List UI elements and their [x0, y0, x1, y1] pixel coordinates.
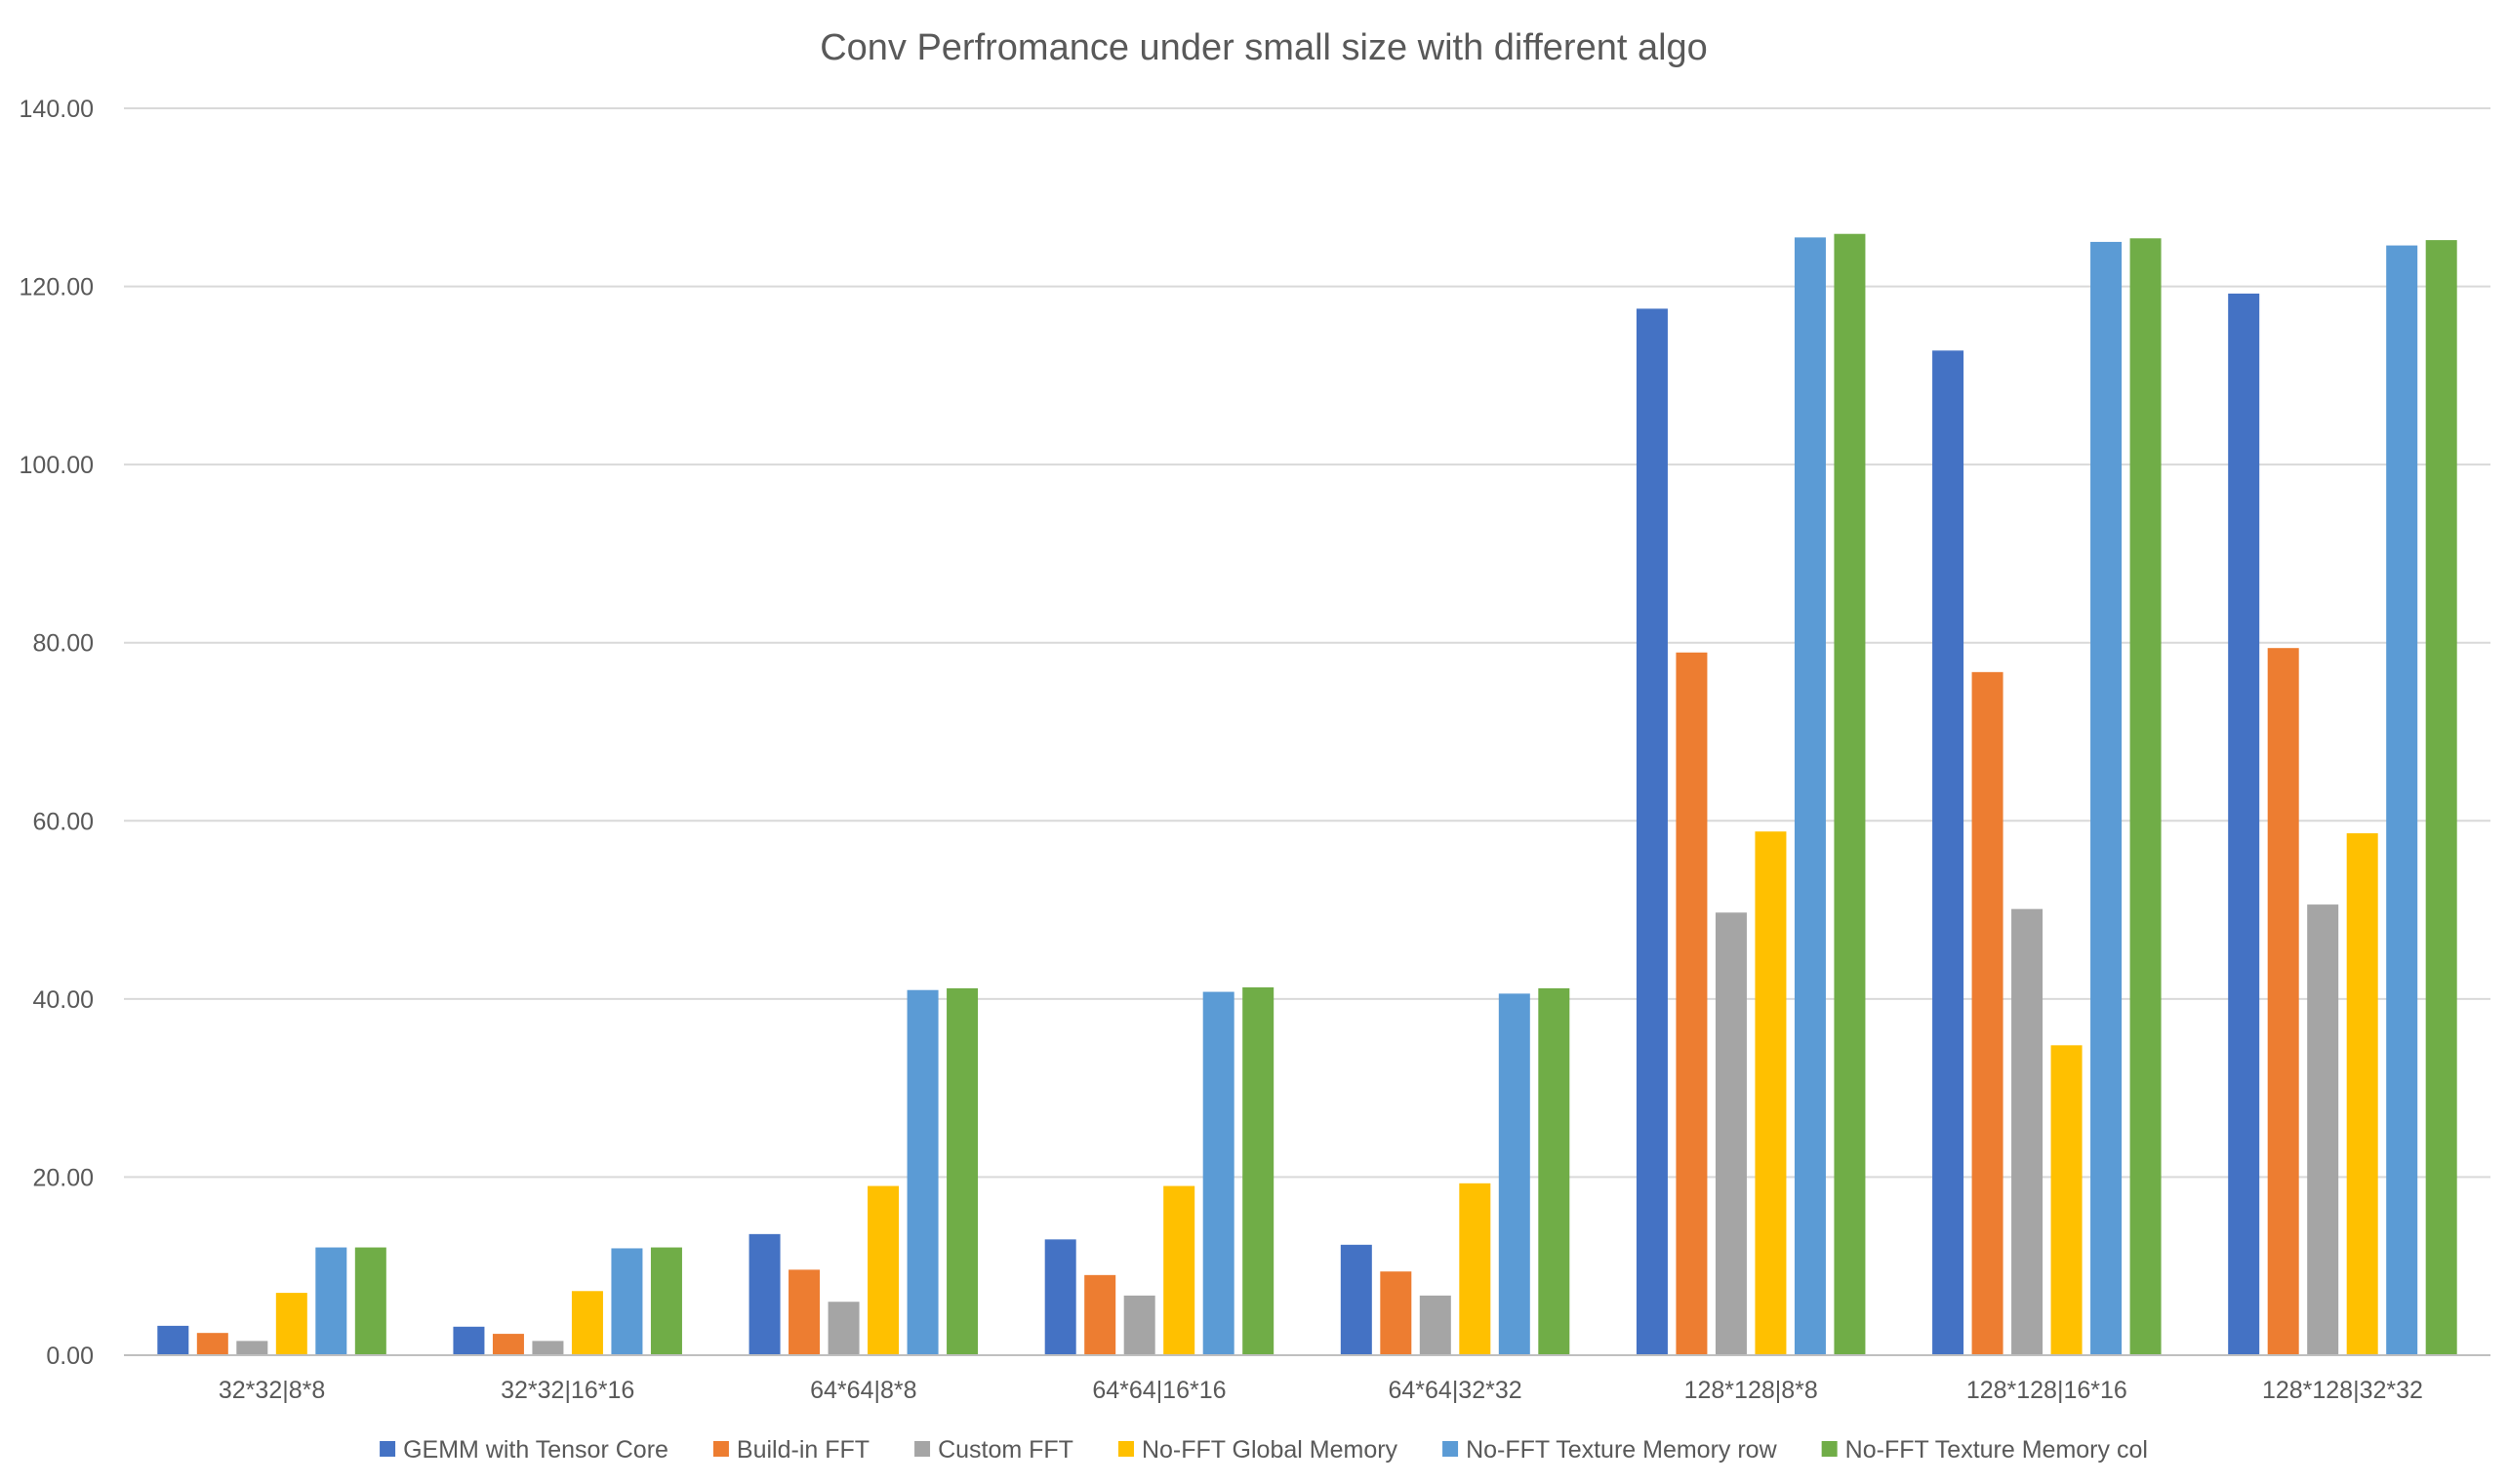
bar — [315, 1247, 347, 1355]
bar — [1044, 1239, 1076, 1355]
bar — [453, 1326, 485, 1355]
legend-item: No-FFT Texture Memory col — [1821, 1436, 2148, 1464]
legend-swatch — [712, 1441, 729, 1457]
x-tick-label: 128*128|16*16 — [1966, 1377, 2127, 1404]
bar — [2228, 293, 2260, 1356]
y-tick-label: 140.00 — [20, 96, 94, 123]
legend-label: Custom FFT — [938, 1436, 1073, 1464]
bar — [2386, 245, 2418, 1356]
x-tick-label: 32*32|8*8 — [219, 1377, 325, 1404]
x-tick-label: 128*128|32*32 — [2262, 1377, 2423, 1404]
x-tick-label: 64*64|16*16 — [1092, 1377, 1226, 1404]
bar — [1163, 1185, 1195, 1355]
legend-item: No-FFT Global Memory — [1117, 1436, 1398, 1464]
x-tick-label: 32*32|16*16 — [501, 1377, 634, 1404]
bar — [1340, 1244, 1372, 1355]
y-tick-label: 120.00 — [20, 274, 94, 301]
bar — [828, 1302, 860, 1355]
legend: GEMM with Tensor Core Build-in FFT Custom … — [380, 1436, 2148, 1464]
x-tick-label: 64*64|32*32 — [1388, 1377, 1521, 1404]
bar — [275, 1293, 307, 1355]
bar — [354, 1247, 386, 1355]
bar — [196, 1333, 228, 1355]
legend-swatch — [1117, 1441, 1134, 1457]
bar — [1932, 350, 1964, 1356]
legend-item: Build-in FFT — [712, 1436, 870, 1464]
y-tick-label: 0.00 — [46, 1343, 94, 1370]
bar — [2346, 833, 2378, 1355]
bars — [157, 233, 2457, 1356]
bar — [492, 1334, 524, 1355]
bar — [2090, 241, 2123, 1355]
bar — [1380, 1271, 1412, 1355]
bar — [1498, 993, 1530, 1355]
legend-swatch — [1821, 1441, 1838, 1457]
y-tick-label: 60.00 — [32, 808, 94, 835]
bar — [1834, 233, 1866, 1355]
legend-swatch — [914, 1441, 931, 1457]
bar — [2011, 908, 2044, 1355]
x-tick-label: 128*128|8*8 — [1684, 1377, 1818, 1404]
chart-title: Conv Perfromance under small size with d… — [820, 27, 1708, 68]
legend-label: No-FFT Texture Memory row — [1466, 1436, 1778, 1464]
bar — [2425, 240, 2457, 1355]
bar — [1676, 652, 1708, 1355]
bar — [1419, 1295, 1451, 1355]
legend-swatch — [1442, 1441, 1459, 1457]
bar — [611, 1248, 643, 1355]
bar — [236, 1341, 268, 1355]
bar — [789, 1269, 821, 1355]
y-tick-label: 100.00 — [20, 452, 94, 479]
legend-label: Build-in FFT — [737, 1436, 870, 1464]
bar — [1242, 986, 1275, 1355]
bar — [947, 987, 979, 1355]
bar — [532, 1341, 564, 1355]
bar — [1971, 671, 2003, 1355]
bar — [1636, 308, 1668, 1356]
bar — [1538, 987, 1570, 1355]
bar — [1755, 831, 1787, 1355]
bar — [2129, 238, 2162, 1356]
bar — [1123, 1295, 1155, 1355]
bar — [1794, 237, 1826, 1356]
bar — [571, 1291, 603, 1355]
y-tick-label: 80.00 — [32, 630, 94, 658]
bar — [2307, 904, 2339, 1355]
legend-label: No-FFT Texture Memory col — [1845, 1436, 2148, 1464]
legend-item: No-FFT Texture Memory row — [1442, 1436, 1778, 1464]
legend-swatch — [380, 1441, 396, 1457]
legend-label: No-FFT Global Memory — [1142, 1436, 1398, 1464]
y-tick-label: 20.00 — [32, 1164, 94, 1191]
x-tick-label: 64*64|8*8 — [810, 1377, 916, 1404]
legend-label: GEMM with Tensor Core — [403, 1436, 668, 1464]
x-axis: 32*32|8*8 32*32|16*16 64*64|8*8 64*64|16*16… — [219, 1377, 2423, 1404]
bar — [157, 1325, 189, 1355]
bar — [907, 989, 939, 1355]
bar — [2050, 1045, 2083, 1355]
bar — [1202, 991, 1234, 1355]
gridlines — [124, 107, 2490, 1179]
y-tick-label: 40.00 — [32, 986, 94, 1014]
bar — [1459, 1183, 1491, 1355]
bar — [1715, 912, 1747, 1355]
bar — [1084, 1274, 1116, 1355]
bar — [868, 1185, 900, 1355]
bar — [749, 1233, 781, 1355]
y-axis: 0.00 20.00 40.00 60.00 80.00 100.00 120.00 140.… — [20, 96, 94, 1370]
bar — [650, 1247, 682, 1355]
legend-item: Custom FFT — [914, 1436, 1073, 1464]
bar — [2267, 648, 2299, 1355]
legend-item: GEMM with Tensor Core — [380, 1436, 668, 1464]
